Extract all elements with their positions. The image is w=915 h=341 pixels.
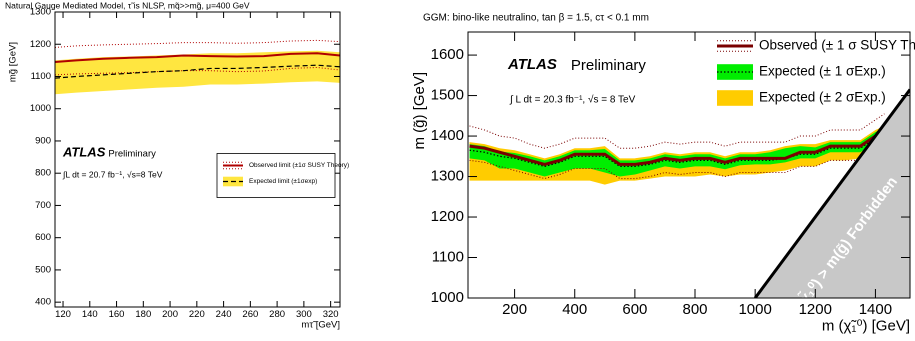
y-tick-label: 800 <box>35 168 51 179</box>
x-tick-label: 120 <box>55 309 71 320</box>
y-tick-label: 1200 <box>431 208 464 225</box>
legend-swatch <box>717 90 753 106</box>
theory-line <box>469 113 885 149</box>
y-tick-label: 1600 <box>431 46 464 63</box>
y-tick-label: 1200 <box>30 39 51 50</box>
x-tick-label: 200 <box>502 301 527 318</box>
diagonal <box>753 88 910 298</box>
atlas-label: ATLAS <box>62 144 106 159</box>
theory-line <box>55 66 340 76</box>
y-tick-label: 700 <box>35 200 51 211</box>
legend-label: Expected (± 1 σExp.) <box>759 64 886 79</box>
y-tick-label: 1400 <box>431 127 464 144</box>
theory-line <box>55 39 340 48</box>
x-axis-label: mτ̃ [GeV] <box>301 320 340 331</box>
lumi-label: ∫L dt = 20.7 fb⁻¹, √s=8 TeV <box>62 169 163 179</box>
band <box>55 50 340 95</box>
x-tick-label: 320 <box>323 309 339 320</box>
plot-frame <box>54 11 341 308</box>
left-chart: 120 140 160 180 200 220 240 260 280 300 320 400 500 6… <box>5 0 349 330</box>
legend-label: Observed (± 1 σ SUSY Theory) <box>759 38 915 53</box>
limit-line <box>55 64 340 79</box>
x-tick-label: 600 <box>622 301 647 318</box>
legend-label: Expected (± 2 σExp.) <box>759 90 886 105</box>
y-tick-label: 600 <box>35 232 51 243</box>
y-tick-label: 1300 <box>30 7 51 18</box>
plot-frame <box>467 31 911 299</box>
atlas-status: Preliminary <box>571 57 647 74</box>
x-tick-label: 300 <box>296 309 312 320</box>
x-tick-label: 160 <box>109 309 125 320</box>
x-tick-label: 1000 <box>738 301 771 318</box>
chart-title: Natural Gauge Mediated Model, τ̃ is NLSP… <box>5 0 250 10</box>
legend-label: Expected limit (±1σexp) <box>249 178 317 185</box>
x-tick-label: 1200 <box>799 301 832 318</box>
limit-line <box>469 128 886 166</box>
x-axis-label: m (χ̃₁⁰) [GeV] <box>822 317 910 334</box>
band <box>469 125 885 185</box>
x-tick-label: 800 <box>682 301 707 318</box>
lumi-label: ∫ L dt = 20.3 fb⁻¹, √s = 8 TeV <box>509 94 636 106</box>
x-tick-label: 240 <box>216 309 232 320</box>
y-tick-label: 1000 <box>30 103 51 114</box>
x-tick-label: 140 <box>82 309 98 320</box>
x-tick-label: 1400 <box>859 301 892 318</box>
chart-title: GGM: bino-like neutralino, tan β = 1.5, … <box>423 13 649 24</box>
limit-line <box>469 131 885 168</box>
theory-line <box>469 143 885 180</box>
y-tick-label: 500 <box>35 264 51 275</box>
y-tick-label: 1000 <box>431 289 464 306</box>
x-tick-label: 180 <box>135 309 151 320</box>
y-tick-label: 1100 <box>31 71 51 82</box>
x-tick-label: 220 <box>189 309 205 320</box>
y-tick-label: 1300 <box>431 168 464 185</box>
legend-label: Observed limit (±1σ SUSY Theory) <box>249 162 349 169</box>
y-tick-label: 1500 <box>431 87 464 104</box>
limit-line <box>55 52 340 63</box>
y-tick-label: 1100 <box>432 248 464 265</box>
y-axis-label: m (g̃) [GeV] <box>411 72 428 150</box>
x-tick-label: 400 <box>562 301 587 318</box>
y-tick-label: 400 <box>35 297 51 308</box>
y-tick-label: 900 <box>35 135 51 146</box>
legend-frame <box>216 153 336 198</box>
x-tick-label: 260 <box>242 309 258 320</box>
x-tick-label: 280 <box>269 309 285 320</box>
atlas-label: ATLAS <box>507 56 557 73</box>
y-axis-label: mg̃ [GeV] <box>8 42 19 82</box>
atlas-status: Preliminary <box>108 149 156 160</box>
x-tick-label: 200 <box>162 309 178 320</box>
band <box>469 127 885 177</box>
